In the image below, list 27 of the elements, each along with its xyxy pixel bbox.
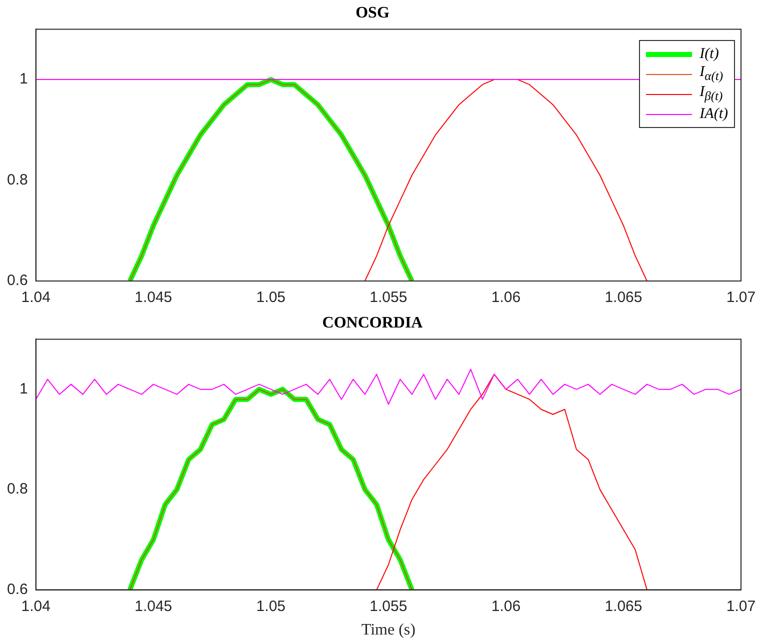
x-tick-label: 1.065 xyxy=(604,289,642,306)
y-tick-label: 0.6 xyxy=(6,580,28,598)
x-tick-label: 1.06 xyxy=(491,289,521,306)
x-tick-label: 1.04 xyxy=(21,598,50,615)
legend-label: IA(t) xyxy=(700,106,728,122)
x-tick-label: 1.055 xyxy=(370,598,408,615)
y-tick-label: 1 xyxy=(20,380,28,398)
chart-title: CONCORDIA xyxy=(322,314,424,332)
legend-label: I$_{β(t)}$ xyxy=(700,84,723,104)
x-tick-label: 1.055 xyxy=(370,289,408,306)
legend-label: I(t) xyxy=(700,46,719,62)
x-tick-label: 1.07 xyxy=(726,289,756,306)
legend-label: I$_{α(t)}$ xyxy=(700,64,724,84)
x-tick-label: 1.05 xyxy=(256,289,286,306)
y-tick-label: 0.8 xyxy=(6,171,28,188)
x-tick-label: 1.05 xyxy=(256,598,286,615)
y-tick-label: 1 xyxy=(20,70,28,88)
x-tick-label: 1.045 xyxy=(134,289,172,306)
x-tick-label: 1.07 xyxy=(726,598,756,615)
x-tick-label: 1.06 xyxy=(491,598,521,615)
y-tick-label: 0.8 xyxy=(6,480,28,498)
x-axis-title: Time (s) xyxy=(361,622,416,639)
chart-title: OSG xyxy=(356,4,390,22)
x-tick-label: 1.065 xyxy=(604,598,642,615)
y-tick-label: 0.6 xyxy=(6,272,28,290)
x-tick-label: 1.04 xyxy=(21,289,50,306)
x-tick-label: 1.045 xyxy=(134,598,172,615)
